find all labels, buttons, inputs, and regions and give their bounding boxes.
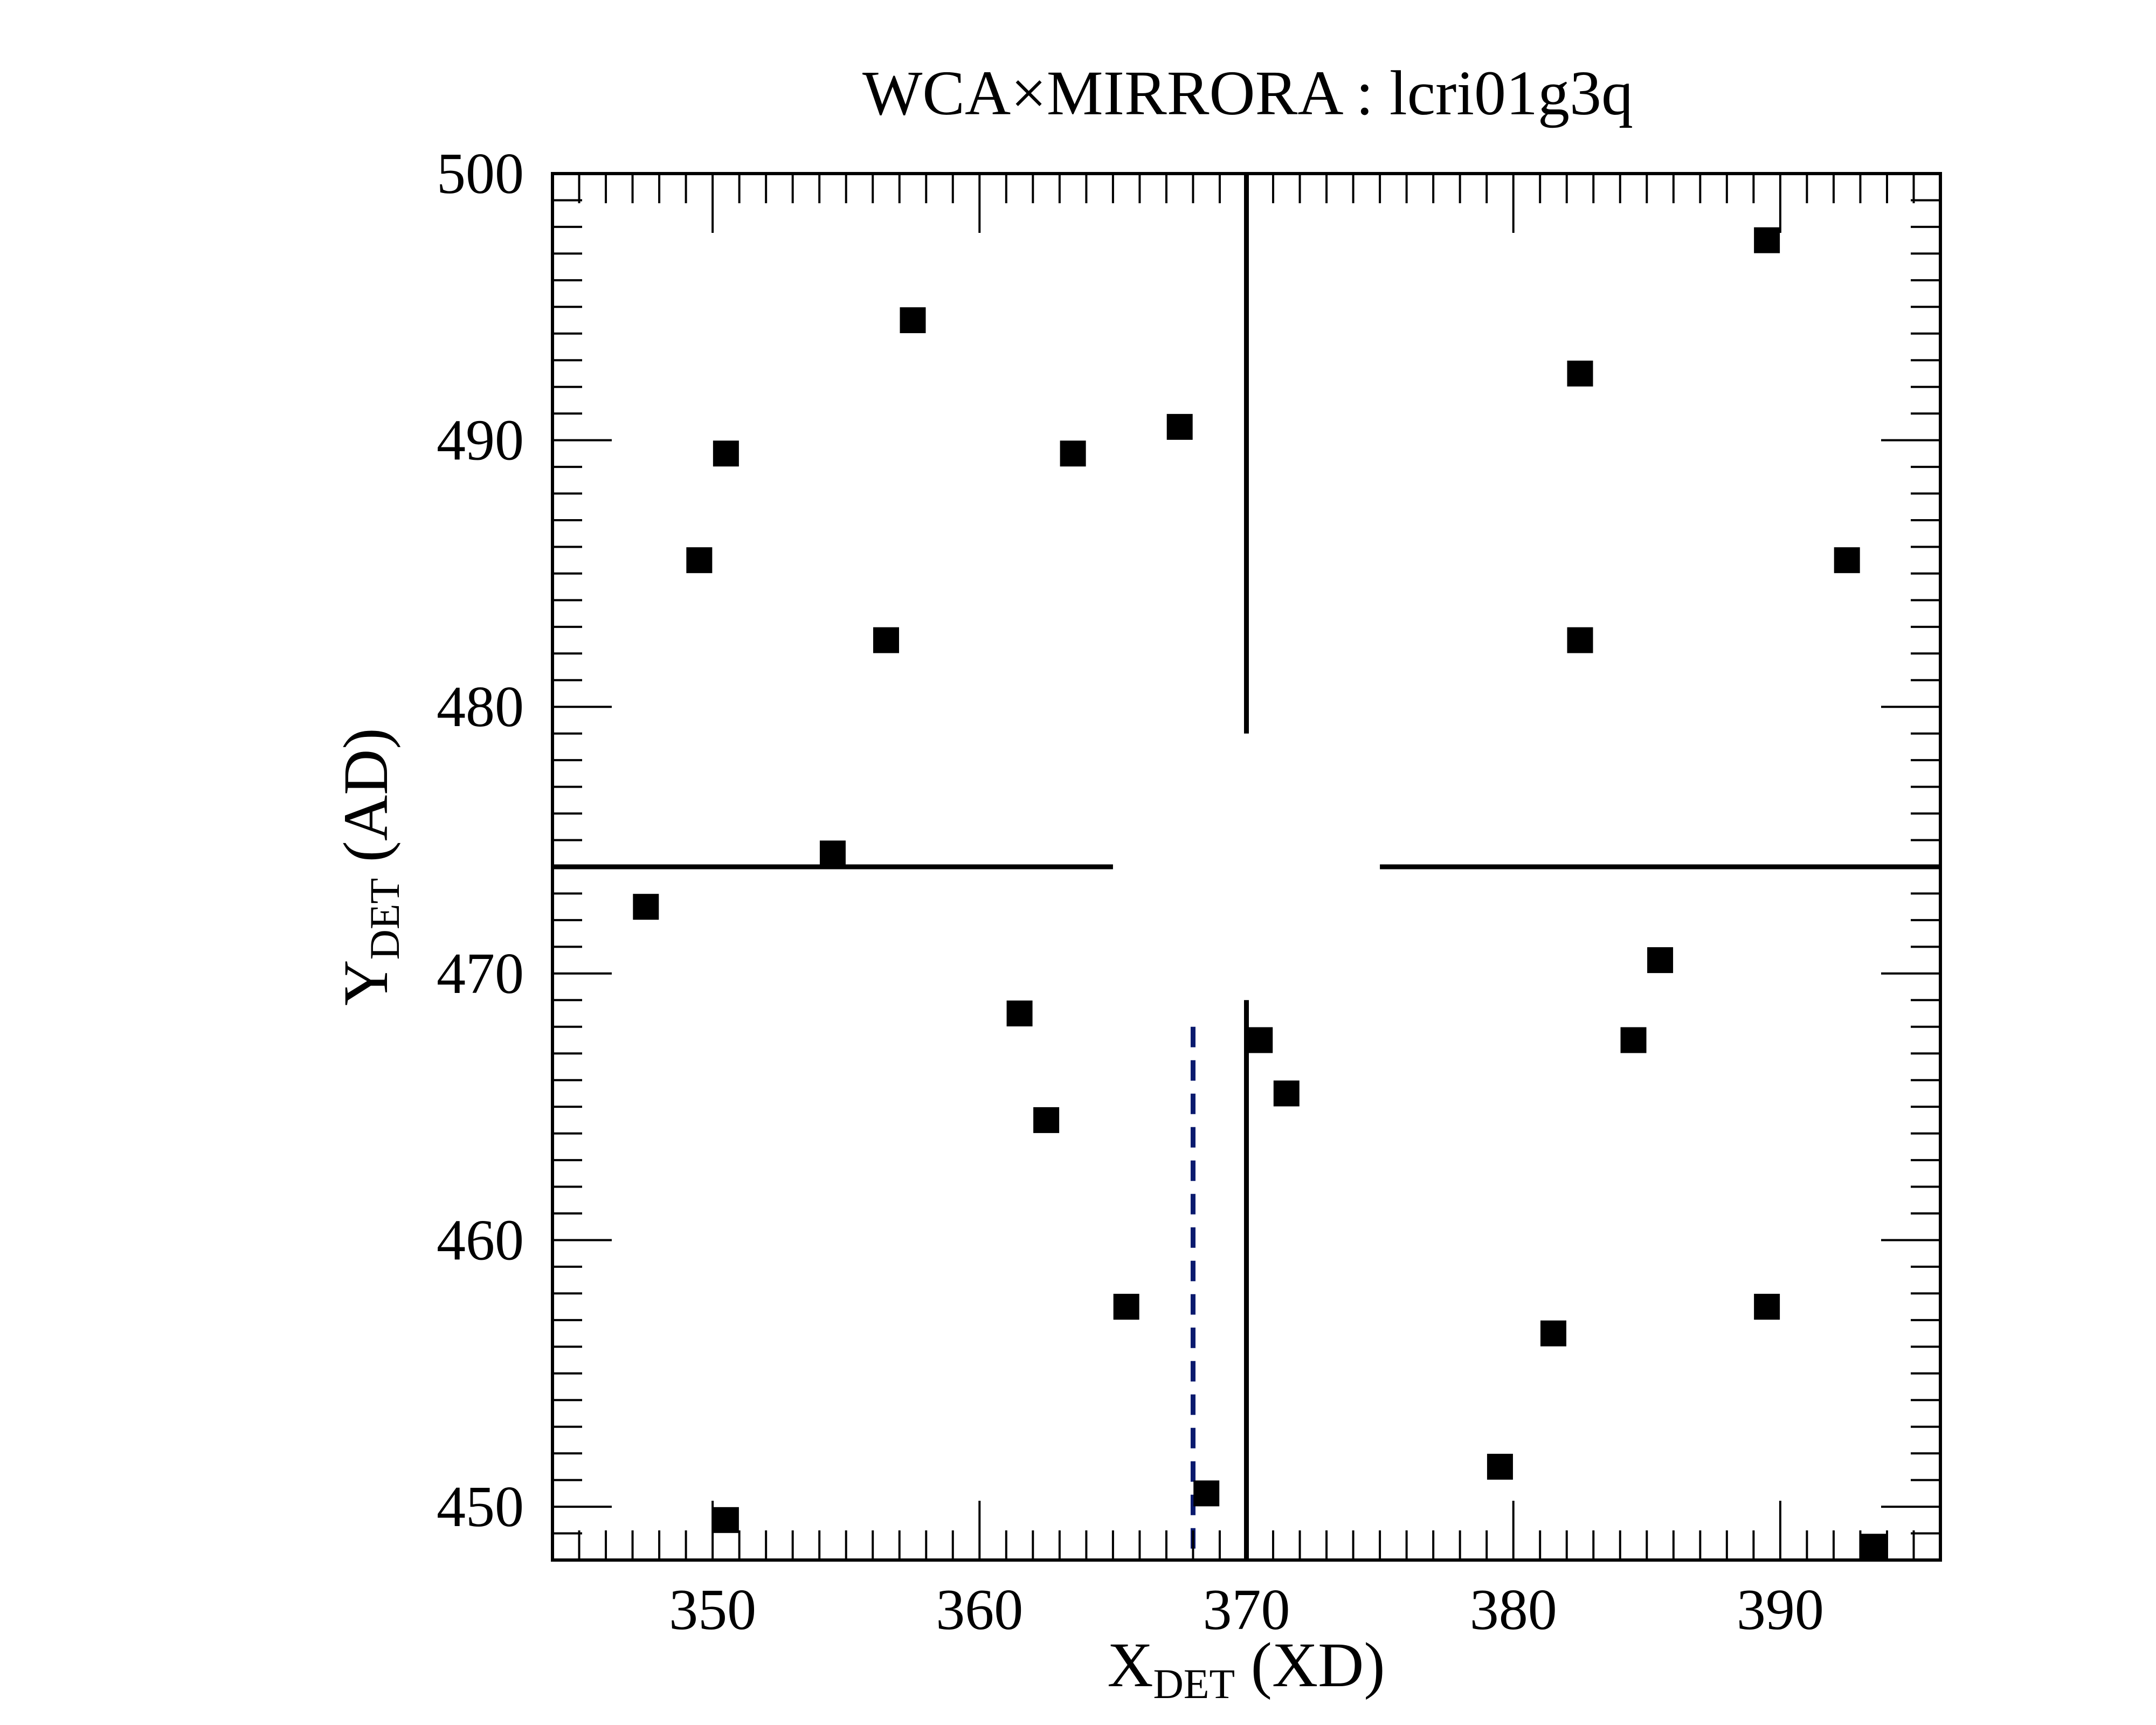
- y-axis-label-sub: DET: [361, 878, 408, 960]
- x-axis-label-main: X: [1107, 1630, 1153, 1700]
- data-point-13: [1247, 1027, 1273, 1053]
- data-point-4: [819, 840, 846, 867]
- y-tick-label: 470: [437, 942, 524, 1006]
- chart-title: WCA×MIRRORA : lcri01g3q: [862, 58, 1633, 128]
- data-point-15: [1487, 1453, 1513, 1480]
- y-axis-label-rest: (AD): [330, 728, 401, 878]
- y-tick-label: 480: [437, 675, 524, 739]
- data-point-5: [873, 627, 899, 653]
- data-point-10: [1113, 1294, 1139, 1320]
- data-point-20: [1647, 947, 1674, 974]
- x-tick-labels: 350 360 370 380 390: [669, 1578, 1824, 1642]
- data-point-22: [1754, 1294, 1780, 1320]
- data-point-2: [713, 440, 739, 467]
- data-point-3: [713, 1507, 739, 1533]
- y-tick-label: 490: [437, 409, 524, 473]
- data-point-7: [1006, 1000, 1033, 1027]
- data-point-17: [1567, 360, 1593, 387]
- x-axis-label-sub: DET: [1153, 1660, 1235, 1707]
- data-point-23: [1834, 547, 1860, 574]
- data-point-9: [1060, 440, 1086, 467]
- x-tick-label: 360: [936, 1578, 1023, 1642]
- y-tick-label: 500: [437, 142, 524, 206]
- data-point-21: [1754, 227, 1780, 253]
- data-point-1: [686, 547, 713, 574]
- data-point-18: [1567, 627, 1593, 653]
- y-axis-label-main: Y: [330, 960, 401, 1005]
- data-point-6: [900, 307, 926, 334]
- reference-lines: [552, 174, 1940, 1560]
- data-point-24: [1861, 1534, 1887, 1560]
- x-tick-label: 380: [1470, 1578, 1557, 1642]
- y-tick-label: 460: [437, 1208, 524, 1272]
- y-tick-label: 450: [437, 1475, 524, 1539]
- y-axis-label: YDET (AD): [330, 728, 408, 1005]
- data-point-8: [1033, 1107, 1060, 1133]
- x-axis-label-rest: (XD): [1235, 1630, 1385, 1700]
- x-tick-label: 370: [1203, 1578, 1290, 1642]
- x-tick-label: 390: [1737, 1578, 1824, 1642]
- data-point-0: [633, 894, 659, 920]
- data-point-19: [1620, 1027, 1647, 1053]
- data-points: [633, 227, 1887, 1560]
- x-axis-label: XDET (XD): [1107, 1630, 1385, 1707]
- data-point-14: [1273, 1080, 1300, 1107]
- y-tick-labels: 450 460 470 480 490 500: [437, 142, 524, 1539]
- data-point-11: [1166, 413, 1193, 440]
- x-tick-label: 350: [669, 1578, 756, 1642]
- data-point-16: [1540, 1320, 1566, 1347]
- data-point-12: [1193, 1480, 1220, 1507]
- axis-ticks: [551, 172, 1941, 1561]
